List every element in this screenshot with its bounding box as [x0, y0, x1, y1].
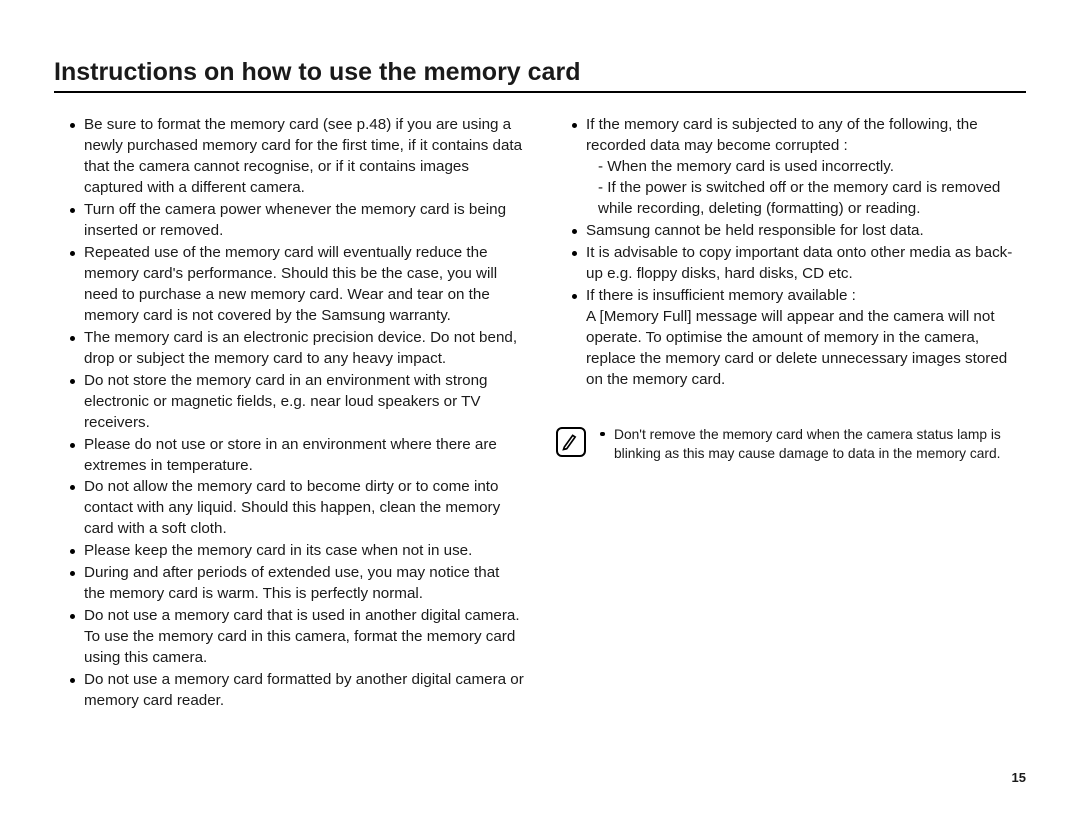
manual-page: Instructions on how to use the memory ca… [0, 0, 1080, 753]
note-box: Don't remove the memory card when the ca… [556, 425, 1026, 463]
list-item: If the memory card is subjected to any o… [574, 115, 1026, 220]
left-column: Be sure to format the memory card (see p… [54, 115, 524, 713]
note-list: Don't remove the memory card when the ca… [596, 425, 1026, 463]
list-item: The memory card is an electronic precisi… [72, 328, 524, 370]
list-item: Do not allow the memory card to become d… [72, 477, 524, 540]
page-number: 15 [1012, 770, 1026, 785]
list-item: Repeated use of the memory card will eve… [72, 243, 524, 327]
sub-item: - When the memory card is used incorrect… [586, 157, 1026, 178]
list-item: If there is insufficient memory availabl… [574, 286, 1026, 391]
list-item-text: If there is insufficient memory availabl… [586, 287, 856, 304]
page-title: Instructions on how to use the memory ca… [54, 58, 1026, 93]
sub-item: - If the power is switched off or the me… [586, 178, 1026, 220]
list-item: During and after periods of extended use… [72, 563, 524, 605]
list-item-body: A [Memory Full] message will appear and … [586, 307, 1026, 391]
right-column: If the memory card is subjected to any o… [556, 115, 1026, 713]
list-item: Do not use a memory card that is used in… [72, 606, 524, 669]
list-item: It is advisable to copy important data o… [574, 243, 1026, 285]
list-item: Samsung cannot be held responsible for l… [574, 221, 1026, 242]
list-item: Do not store the memory card in an envir… [72, 371, 524, 434]
content-columns: Be sure to format the memory card (see p… [54, 115, 1026, 713]
list-item: Do not use a memory card formatted by an… [72, 670, 524, 712]
left-bullet-list: Be sure to format the memory card (see p… [54, 115, 524, 712]
note-icon [556, 427, 586, 457]
list-item-text: If the memory card is subjected to any o… [586, 116, 978, 154]
list-item: Turn off the camera power whenever the m… [72, 200, 524, 242]
list-item: Please keep the memory card in its case … [72, 541, 524, 562]
list-item: Please do not use or store in an environ… [72, 435, 524, 477]
list-item: Be sure to format the memory card (see p… [72, 115, 524, 199]
note-item: Don't remove the memory card when the ca… [602, 425, 1026, 463]
right-bullet-list: If the memory card is subjected to any o… [556, 115, 1026, 391]
